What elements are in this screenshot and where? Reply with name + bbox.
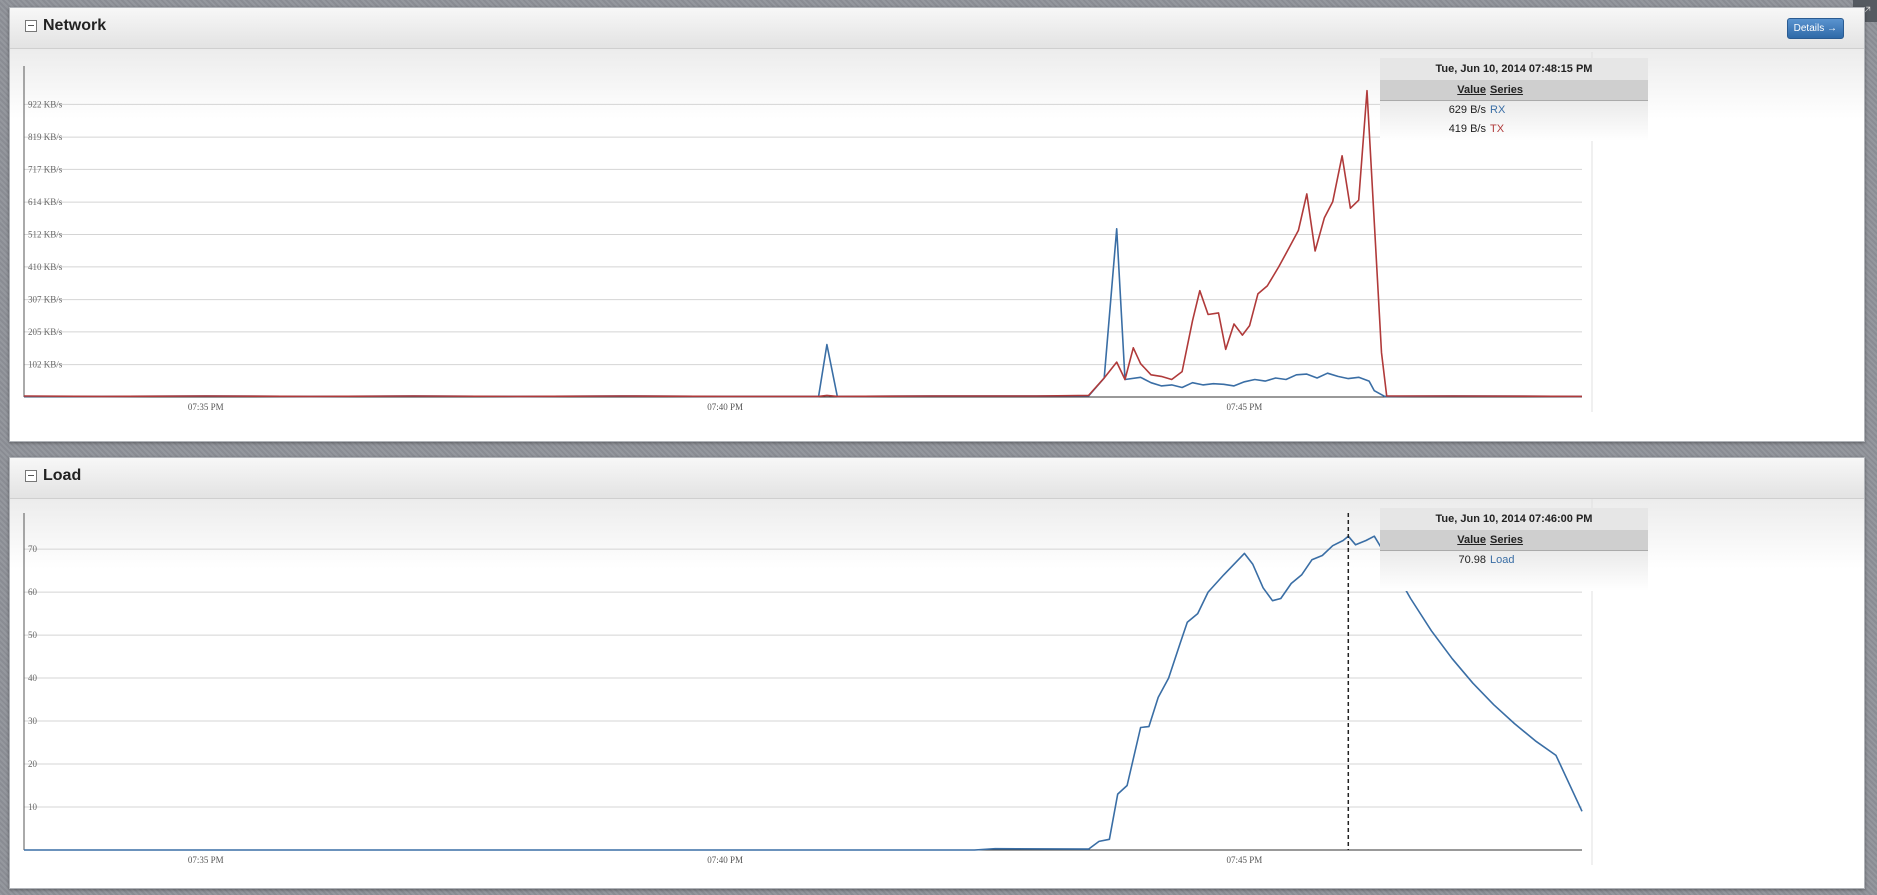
legend-row-rx: 629 B/s RX <box>1380 101 1648 120</box>
panel-title: Load <box>43 467 82 484</box>
y-tick-label: 410 KB/s <box>28 262 63 272</box>
x-tick-label: 07:45 PM <box>1227 402 1263 412</box>
legend-header: Value Series <box>1380 530 1648 551</box>
network-chart: 102 KB/s 205 KB/s 307 KB/s 410 KB/s 512 KB/s… <box>23 52 1593 412</box>
legend-header: Value Series <box>1380 80 1648 101</box>
series-line-rx <box>24 228 1583 398</box>
legend-row-load: 70.98 Load <box>1380 551 1648 570</box>
x-tick-label: 07:45 PM <box>1227 855 1263 865</box>
series-line-tx <box>23 89 1583 398</box>
details-button[interactable]: Details → <box>1786 18 1844 39</box>
legend-value: 629 B/s <box>1448 104 1486 116</box>
y-tick-label: 102 KB/s <box>28 360 63 370</box>
network-panel-body: 102 KB/s 205 KB/s 307 KB/s 410 KB/s 512 KB/s… <box>10 49 1864 441</box>
y-tick-label: 40 <box>28 673 38 683</box>
y-tick-label: 614 KB/s <box>28 197 63 207</box>
legend-rows: 629 B/s RX 419 B/s TX <box>1380 101 1648 141</box>
load-chart: 10 20 30 40 50 60 70 07:35 PM 07:40 PM 07:45 PM <box>23 499 1593 865</box>
legend-value: 70.98 <box>1458 554 1486 566</box>
legend-series-name[interactable]: TX <box>1490 123 1505 135</box>
network-legend: Tue, Jun 10, 2014 07:48:15 PM Value Seri… <box>1380 58 1648 141</box>
x-tick-label: 07:35 PM <box>188 402 224 412</box>
load-panel-header: Load <box>10 458 1864 499</box>
legend-col-series[interactable]: Series <box>1490 534 1524 546</box>
legend-col-value[interactable]: Value <box>1457 84 1486 96</box>
y-tick-label: 205 KB/s <box>28 327 63 337</box>
load-panel: Load 10 20 30 40 50 60 70 07:35 PM 07:40 PM 07:45… <box>9 457 1865 889</box>
load-panel-body: 10 20 30 40 50 60 70 07:35 PM 07:40 PM 07:45 PM T… <box>10 499 1864 888</box>
legend-timestamp: Tue, Jun 10, 2014 07:48:15 PM <box>1380 58 1648 80</box>
series-line-load <box>24 535 1583 851</box>
collapse-icon[interactable] <box>25 470 37 482</box>
y-tick-label: 60 <box>28 587 38 597</box>
x-tick-label: 07:40 PM <box>707 402 743 412</box>
load-legend: Tue, Jun 10, 2014 07:46:00 PM Value Seri… <box>1380 508 1648 591</box>
legend-col-series[interactable]: Series <box>1490 84 1524 96</box>
network-panel-header: Network Details → <box>10 8 1864 49</box>
legend-row-tx: 419 B/s TX <box>1380 120 1648 139</box>
legend-timestamp: Tue, Jun 10, 2014 07:46:00 PM <box>1380 508 1648 530</box>
y-tick-label: 10 <box>28 802 38 812</box>
network-panel: Network Details → 102 KB/s 205 KB/s 307 KB… <box>9 7 1865 442</box>
collapse-icon[interactable] <box>25 20 37 32</box>
legend-col-value[interactable]: Value <box>1457 534 1486 546</box>
legend-value: 419 B/s <box>1448 123 1486 135</box>
x-tick-label: 07:40 PM <box>707 855 743 865</box>
y-tick-label: 70 <box>28 544 38 554</box>
panel-title: Network <box>43 17 107 34</box>
y-tick-label: 922 KB/s <box>28 99 63 109</box>
y-tick-label: 307 KB/s <box>28 295 63 305</box>
legend-series-name[interactable]: RX <box>1490 104 1506 116</box>
y-tick-label: 30 <box>28 716 38 726</box>
legend-rows: 70.98 Load <box>1380 551 1648 591</box>
y-tick-label: 512 KB/s <box>28 230 63 240</box>
y-tick-label: 50 <box>28 630 38 640</box>
legend-series-name[interactable]: Load <box>1490 554 1515 566</box>
x-tick-label: 07:35 PM <box>188 855 224 865</box>
y-tick-label: 819 KB/s <box>28 132 63 142</box>
y-tick-label: 20 <box>28 759 38 769</box>
y-tick-label: 717 KB/s <box>28 164 63 174</box>
